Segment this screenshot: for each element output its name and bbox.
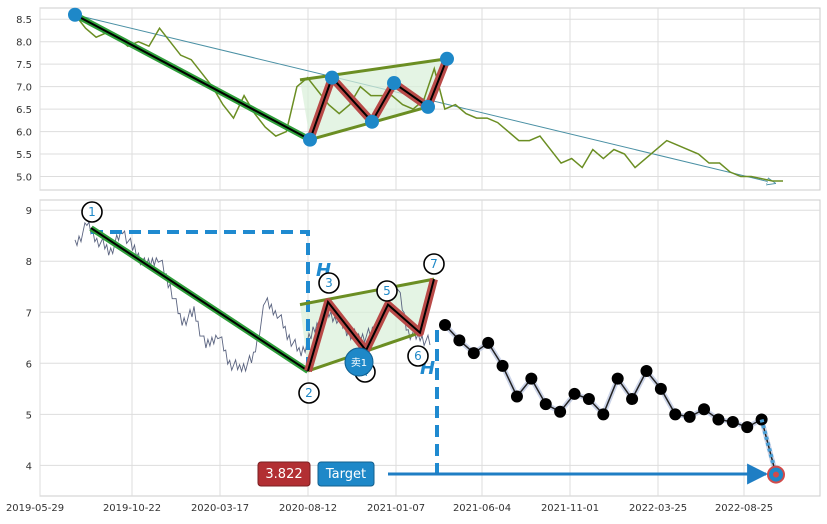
upper-pattern-point: [68, 7, 82, 22]
lower-pattern-fill: [300, 279, 434, 371]
lower-plot: HH1234567卖1: [74, 201, 785, 485]
upper-y-tick-label: 6.5: [16, 105, 32, 116]
projection-point: [597, 408, 610, 421]
projection-point: [439, 319, 451, 332]
x-tick-label: 2021-11-01: [541, 503, 599, 514]
projection-point: [611, 372, 624, 385]
upper-y-tick-label: 7.5: [16, 60, 32, 71]
upper-y-tick-label: 8.5: [16, 15, 32, 26]
lower-neckline: [299, 277, 435, 307]
upper-zigzag-core: [309, 58, 448, 141]
target-value-text: 3.822: [265, 467, 302, 482]
upper-price-line: [74, 14, 783, 182]
wave-label-7: 7: [430, 257, 438, 271]
target-label-text: Target: [325, 467, 366, 482]
wave-label-circle: [376, 280, 398, 302]
x-tick-label: 2020-08-12: [279, 503, 337, 514]
projection-point: [698, 403, 711, 416]
projection-point: [654, 382, 667, 395]
projection-point: [554, 405, 567, 418]
upper-pattern-point: [365, 114, 379, 129]
lower-y-tick-label: 4: [26, 461, 32, 472]
wave-label-circle: [318, 272, 340, 294]
wave-label-1: 1: [88, 205, 96, 219]
projection-point: [669, 408, 682, 421]
projection-point: [626, 393, 639, 406]
projection-point: [525, 372, 538, 385]
x-tick-label: 2020-03-17: [191, 503, 249, 514]
wave-label-2: 2: [305, 386, 313, 400]
upper-y-axis: 5.0 5.5 6.0 6.5 7.0 7.5 8.0 8.5: [16, 15, 32, 183]
upper-plot: [68, 7, 783, 184]
x-tick-label: 2022-03-25: [629, 503, 687, 514]
lower-down-leg-core: [90, 227, 309, 372]
upper-neckline: [299, 57, 448, 82]
x-tick-label: 2019-05-29: [6, 503, 64, 514]
upper-pattern-point: [387, 76, 401, 91]
lower-y-tick-label: 8: [26, 257, 32, 268]
projection-point: [582, 393, 595, 406]
projection-point: [683, 410, 696, 423]
target-point-core: [773, 471, 779, 478]
wave-label-5: 5: [383, 284, 391, 298]
x-tick-label: 2021-06-04: [453, 503, 511, 514]
upper-y-tick-label: 5.5: [16, 150, 32, 161]
projection-point: [510, 390, 523, 403]
target-value-badge: 3.822: [257, 461, 311, 487]
upper-pattern-point: [421, 99, 435, 114]
upper-pattern-point: [303, 132, 317, 147]
projection-point: [496, 359, 509, 372]
lower-y-tick-label: 5: [26, 410, 32, 421]
upper-down-leg-core: [74, 13, 311, 141]
projection-point: [640, 364, 653, 377]
x-tick-label: 2021-01-07: [367, 503, 425, 514]
lower-panel-frame: [39, 199, 821, 497]
lower-y-tick-label: 7: [26, 308, 32, 319]
projection-point: [712, 413, 725, 426]
lower-y-tick-label: 6: [26, 359, 32, 370]
lower-y-axis: 4 5 6 7 8 9: [26, 206, 32, 472]
lower-height-guide: [91, 230, 310, 371]
projection-point: [741, 421, 754, 434]
wave-label-circle: [423, 253, 445, 275]
sell-marker: [344, 347, 374, 377]
upper-pattern-point: [325, 70, 339, 85]
target-label-badge: Target: [317, 461, 375, 487]
projection-point: [726, 416, 739, 428]
x-tick-label: 2022-08-25: [715, 503, 773, 514]
projection-point: [453, 334, 466, 347]
lower-y-tick-label: 9: [26, 206, 32, 217]
wave-label-circle: [81, 201, 103, 223]
sell-marker-label: 卖1: [351, 357, 367, 369]
wave-label-circle: [298, 382, 320, 404]
upper-y-tick-label: 7.0: [16, 83, 32, 94]
lower-zigzag-core: [307, 278, 435, 372]
wave-label-3: 3: [325, 276, 333, 290]
upper-y-tick-label: 8.0: [16, 38, 32, 49]
projection-point: [482, 336, 495, 349]
wave-label-circle: [407, 345, 429, 367]
x-tick-label: 2019-10-22: [103, 503, 161, 514]
upper-y-tick-label: 6.0: [16, 128, 32, 139]
x-axis: 2019-05-29 2019-10-22 2020-03-17 2020-08-12…: [6, 503, 773, 514]
wave-label-6: 6: [414, 349, 422, 363]
projection-point: [568, 387, 581, 400]
upper-pattern-point: [440, 51, 454, 66]
projection-point: [539, 398, 552, 411]
projection-point: [467, 347, 480, 360]
upper-y-tick-label: 5.0: [16, 173, 32, 184]
